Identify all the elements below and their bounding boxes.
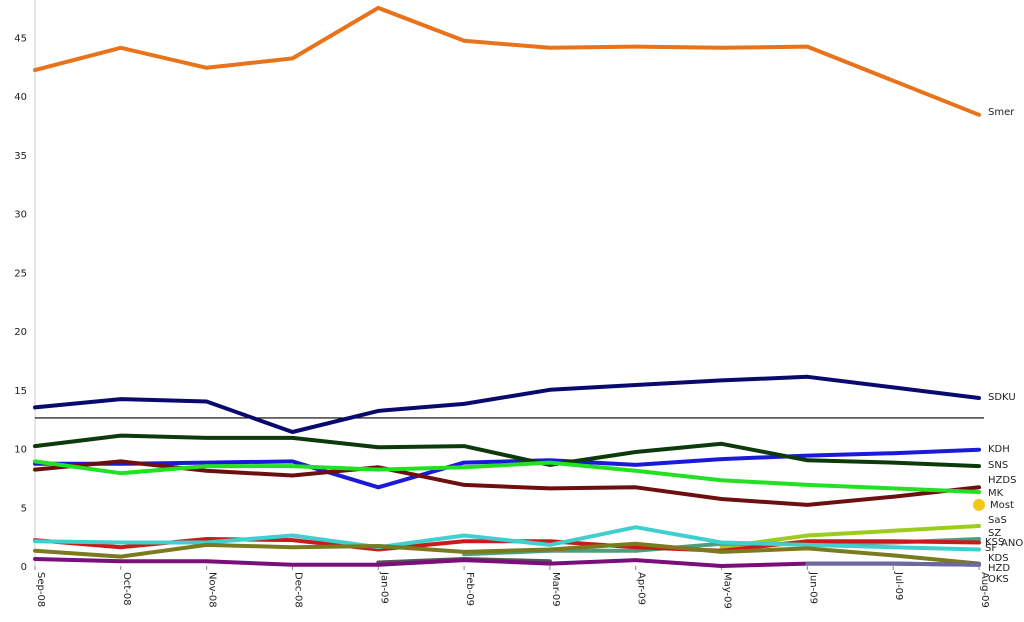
- series-line-mk: [33, 459, 981, 494]
- series-label-mk: MK: [988, 488, 1004, 499]
- series-point-most: [973, 498, 985, 511]
- y-tick-label: 40: [14, 92, 27, 103]
- series-line-sf: [33, 525, 981, 552]
- x-tick-label: Apr-09: [636, 572, 647, 605]
- series-label-most: Most: [990, 500, 1014, 511]
- series-line-smer: [33, 5, 981, 117]
- series-line-oks: [805, 561, 981, 567]
- series-line-sns: [33, 433, 981, 469]
- x-tick-label: Jan-09: [378, 571, 389, 604]
- x-axis-ticks: Sep-08 Oct-08 Nov-08 Dec-08 Jan-09 Feb-09 Mar-…: [34, 566, 990, 609]
- y-tick-label: 20: [14, 327, 27, 338]
- x-tick-label: Aug-09: [979, 572, 990, 608]
- series-label-kss: KSS: [985, 537, 1004, 548]
- series-line-sdku: [33, 374, 981, 434]
- series-label-sns: SNS: [988, 460, 1008, 471]
- y-tick-label: 35: [14, 151, 27, 162]
- series-label-oks: OKS: [988, 574, 1009, 585]
- series-line-sas: [719, 524, 981, 550]
- y-tick-label: 5: [21, 503, 27, 514]
- series-label-hzds: HZDS: [988, 475, 1016, 486]
- x-tick-label: Mar-09: [550, 572, 561, 607]
- y-tick-label: 10: [14, 445, 27, 456]
- series-label-kdh: KDH: [988, 444, 1010, 455]
- y-tick-label: 25: [14, 268, 27, 279]
- series-label-hzd: HZD: [988, 563, 1010, 574]
- x-tick-label: Oct-08: [121, 572, 132, 606]
- y-tick-label: 15: [14, 386, 27, 397]
- series-label-sz: SZ: [988, 528, 1001, 539]
- x-tick-label: Sep-08: [35, 572, 46, 607]
- y-tick-label: 45: [14, 33, 27, 44]
- x-tick-label: May-09: [722, 572, 733, 609]
- y-tick-label: 30: [14, 210, 27, 221]
- series-label-ano: ANO: [1001, 538, 1023, 549]
- series-label-sdku: SDKU: [988, 392, 1016, 403]
- x-tick-label: Dec-08: [292, 572, 303, 608]
- y-tick-label: 0: [21, 562, 27, 573]
- series-label-sas: SaS: [988, 515, 1007, 526]
- x-tick-label: Feb-09: [464, 572, 475, 606]
- series-group: [33, 5, 985, 568]
- series-line-kds: [33, 541, 981, 566]
- series-label-sf: SF: [985, 543, 997, 554]
- series-line-kdh: [33, 447, 981, 490]
- series-label-kds: KDS: [988, 553, 1009, 564]
- y-axis-ticks: 0 5 10 15 20 25 30 35 40 45: [14, 33, 27, 573]
- x-tick-label: Jul-09: [893, 571, 904, 600]
- x-tick-label: Nov-08: [207, 572, 218, 608]
- series-label-smer: Smer: [988, 107, 1015, 118]
- x-tick-label: Jun-09: [807, 571, 818, 604]
